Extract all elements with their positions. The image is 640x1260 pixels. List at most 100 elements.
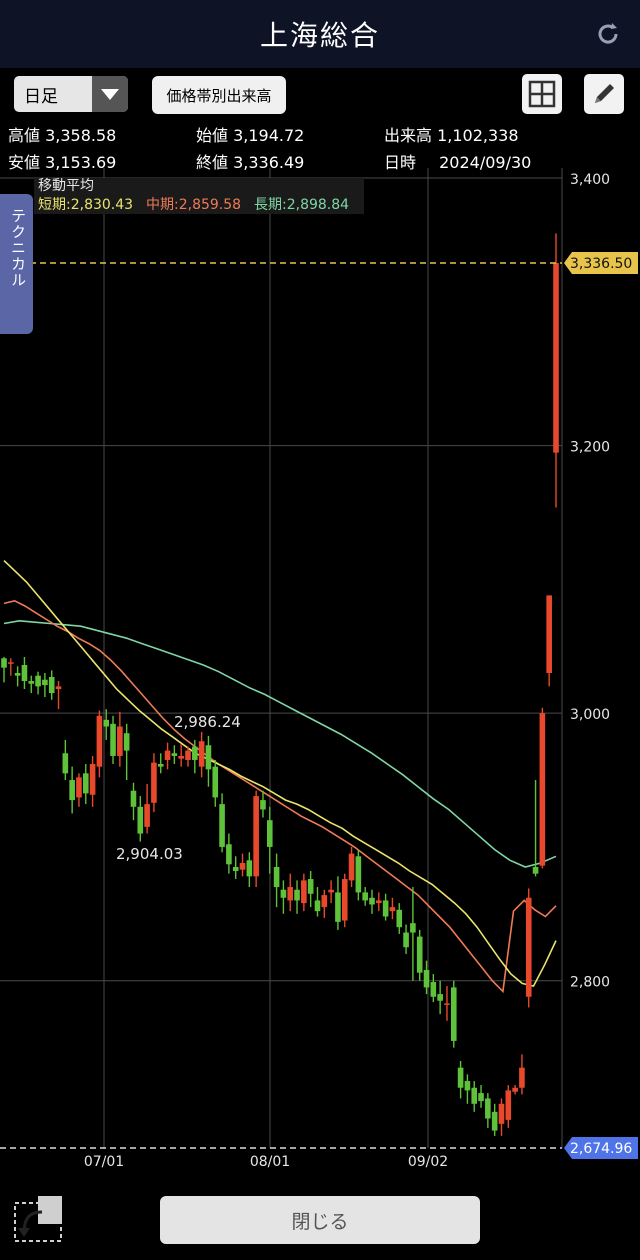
- date-info: 日時 2024/09/30: [384, 149, 531, 173]
- candle-body: [287, 887, 294, 901]
- candlestick-chart[interactable]: 移動平均 短期:2,830.43 中期:2,859.58 長期:2,898.84…: [0, 168, 640, 1180]
- close-value: 3,336.49: [233, 153, 305, 172]
- candle: [321, 889, 328, 918]
- close-info: 終値 3,336.49: [196, 149, 304, 173]
- x-tick-label: 08/01: [250, 1154, 290, 1170]
- date-label: 日時: [384, 153, 417, 172]
- candle: [164, 742, 171, 770]
- toolbar: 日足 価格帯別出来高: [0, 68, 640, 120]
- date-value: 2024/09/30: [439, 153, 532, 172]
- candle: [450, 980, 457, 1048]
- candle: [403, 924, 409, 954]
- y-tick-label: 3,200: [570, 440, 610, 456]
- grid-layout-button[interactable]: [522, 74, 562, 114]
- candle: [512, 1085, 518, 1095]
- candle-body: [546, 595, 552, 674]
- candle-body: [82, 773, 89, 794]
- high-info: 高値 3,358.58: [8, 122, 116, 146]
- candle-body: [178, 755, 184, 759]
- candle: [117, 711, 123, 767]
- period-select[interactable]: 日足: [14, 76, 128, 112]
- refresh-icon[interactable]: [594, 20, 622, 48]
- candle: [82, 763, 89, 805]
- ma-legend-mid: 中期:2,859.58: [146, 197, 241, 213]
- candle-body: [232, 866, 239, 872]
- candle-body: [321, 895, 328, 908]
- period-select-label: 日足: [24, 86, 58, 107]
- candle: [519, 1054, 525, 1095]
- candle-body: [539, 713, 546, 866]
- candle: [280, 880, 287, 914]
- candle-body: [246, 860, 253, 877]
- candle: [369, 889, 375, 914]
- candle: [287, 873, 294, 912]
- candle: [62, 739, 69, 781]
- candle: [260, 790, 266, 818]
- candle-body: [519, 1067, 525, 1088]
- close-button[interactable]: 閉じる: [160, 1196, 480, 1244]
- candle-body: [294, 889, 300, 901]
- y-tick-label: 3,000: [570, 707, 610, 723]
- low-info: 安値 3,153.69: [8, 149, 116, 173]
- candle-body: [485, 1098, 491, 1119]
- candle-body: [157, 763, 164, 767]
- candle-body: [89, 763, 96, 795]
- share-icon[interactable]: [14, 1194, 64, 1244]
- low-annotation: 2,904.03: [116, 845, 183, 863]
- candle: [430, 974, 437, 1003]
- candle: [219, 793, 225, 853]
- candle: [151, 753, 157, 813]
- candle-body: [62, 753, 69, 774]
- candle-body: [491, 1111, 498, 1131]
- candle-body: [403, 932, 409, 948]
- candle-body: [48, 677, 55, 694]
- candle-body: [512, 1087, 518, 1092]
- y-tick-label: 2,800: [570, 975, 610, 991]
- candle: [532, 780, 539, 877]
- candle: [362, 887, 368, 906]
- candle: [328, 880, 334, 904]
- candle-body: [273, 866, 280, 888]
- volume-profile-button[interactable]: 価格帯別出来高: [152, 76, 286, 114]
- candle-body: [198, 741, 205, 767]
- candle: [478, 1085, 484, 1108]
- candle-body: [314, 900, 321, 912]
- candle-body: [307, 879, 314, 894]
- x-tick-label: 09/02: [408, 1154, 448, 1170]
- candle: [48, 670, 55, 700]
- y-tick-label: 3,400: [570, 172, 610, 188]
- candle: [76, 773, 82, 807]
- draw-button[interactable]: [584, 74, 624, 114]
- candle-body: [457, 1067, 464, 1088]
- ma-legend-title: 移動平均: [38, 178, 94, 194]
- candle-body: [389, 907, 396, 912]
- pencil-icon: [595, 84, 614, 103]
- candle: [314, 887, 321, 917]
- candle-body: [151, 762, 157, 803]
- candle: [42, 673, 48, 698]
- low-price-badge-text: 2,674.96: [570, 1141, 632, 1157]
- candle-body: [21, 664, 28, 682]
- low-value: 3,153.69: [45, 153, 117, 172]
- candle: [471, 1081, 478, 1112]
- candle-body: [410, 923, 416, 933]
- candle-body: [185, 750, 191, 760]
- candle: [389, 897, 396, 920]
- candle: [437, 980, 443, 1015]
- candle: [266, 806, 273, 874]
- candle-body: [341, 879, 348, 921]
- candle-body: [266, 820, 273, 847]
- close-label: 終値: [196, 153, 229, 172]
- candle: [8, 658, 14, 676]
- candle-body: [137, 806, 144, 834]
- candle: [239, 853, 246, 877]
- high-value: 3,358.58: [45, 126, 117, 145]
- candle-body: [96, 715, 103, 767]
- ma-legend-short: 短期:2,830.43: [38, 197, 133, 213]
- candle-body: [471, 1087, 478, 1104]
- candle: [198, 731, 205, 778]
- candle: [294, 880, 300, 914]
- technical-tab[interactable]: テクニカル: [0, 194, 33, 334]
- candle: [491, 1103, 498, 1136]
- candle-body: [525, 897, 532, 997]
